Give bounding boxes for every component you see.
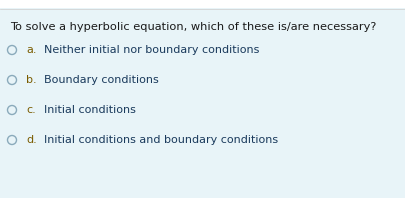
Text: d.: d. bbox=[26, 135, 37, 145]
Text: b.: b. bbox=[26, 75, 36, 85]
Text: Neither initial nor boundary conditions: Neither initial nor boundary conditions bbox=[44, 45, 259, 55]
Text: To solve a hyperbolic equation, which of these is/are necessary?: To solve a hyperbolic equation, which of… bbox=[10, 22, 376, 32]
Text: a.: a. bbox=[26, 45, 36, 55]
Text: c.: c. bbox=[26, 105, 36, 115]
Text: Initial conditions: Initial conditions bbox=[44, 105, 136, 115]
Text: Boundary conditions: Boundary conditions bbox=[44, 75, 159, 85]
Text: Initial conditions and boundary conditions: Initial conditions and boundary conditio… bbox=[44, 135, 278, 145]
Bar bbox=[0, 0, 405, 8]
